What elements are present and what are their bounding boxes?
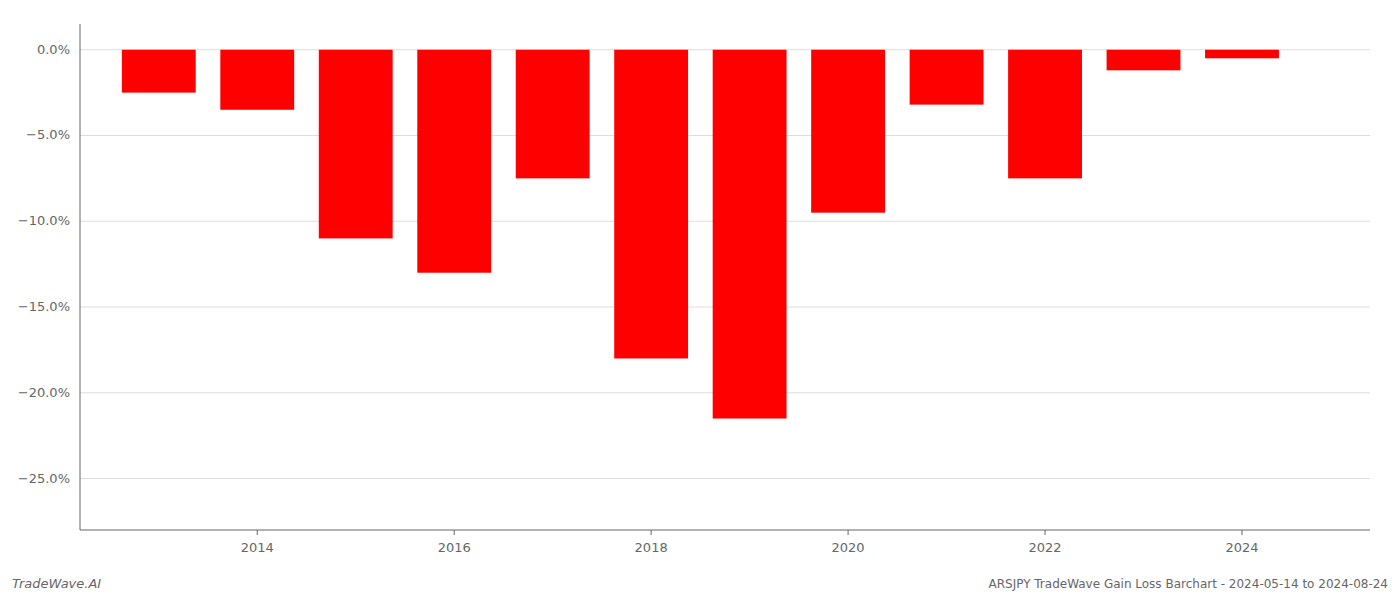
- x-tick: [651, 530, 652, 535]
- bar: [1008, 50, 1082, 179]
- y-tick-label: −15.0%: [18, 299, 70, 314]
- bar: [910, 50, 984, 105]
- bar: [516, 50, 590, 179]
- footer-right: ARSJPY TradeWave Gain Loss Barchart - 20…: [988, 577, 1388, 591]
- bar: [614, 50, 688, 359]
- y-tick-label: −10.0%: [18, 213, 70, 228]
- bar: [319, 50, 393, 239]
- bar: [220, 50, 294, 110]
- grid: [80, 50, 1370, 479]
- bar: [122, 50, 196, 93]
- bar: [713, 50, 787, 419]
- y-tick-label: −25.0%: [18, 471, 70, 486]
- x-tick-label: 2018: [635, 540, 668, 555]
- grid-line: [80, 478, 1370, 479]
- x-tick-label: 2020: [832, 540, 865, 555]
- x-tick: [1241, 530, 1242, 535]
- footer-left: TradeWave.AI: [12, 576, 101, 591]
- x-tick: [257, 530, 258, 535]
- x-tick: [1045, 530, 1046, 535]
- x-tick-label: 2024: [1225, 540, 1258, 555]
- x-axis-line: [80, 530, 1370, 531]
- chart: 0.0% −5.0% −10.0% −15.0% −20.0% −25.0% 2014 201…: [0, 0, 1400, 600]
- bar: [811, 50, 885, 213]
- x-tick-label: 2014: [241, 540, 274, 555]
- x-tick: [454, 530, 455, 535]
- x-tick: [848, 530, 849, 535]
- x-tick-label: 2016: [438, 540, 471, 555]
- x-tick-label: 2022: [1028, 540, 1061, 555]
- y-tick-label: −20.0%: [18, 385, 70, 400]
- bar: [1205, 50, 1279, 59]
- bar: [1107, 50, 1181, 71]
- y-tick-label: −5.0%: [26, 127, 70, 142]
- bars: [122, 50, 1279, 419]
- bar: [417, 50, 491, 273]
- y-axis-line: [80, 24, 81, 530]
- y-tick-label: 0.0%: [37, 42, 70, 57]
